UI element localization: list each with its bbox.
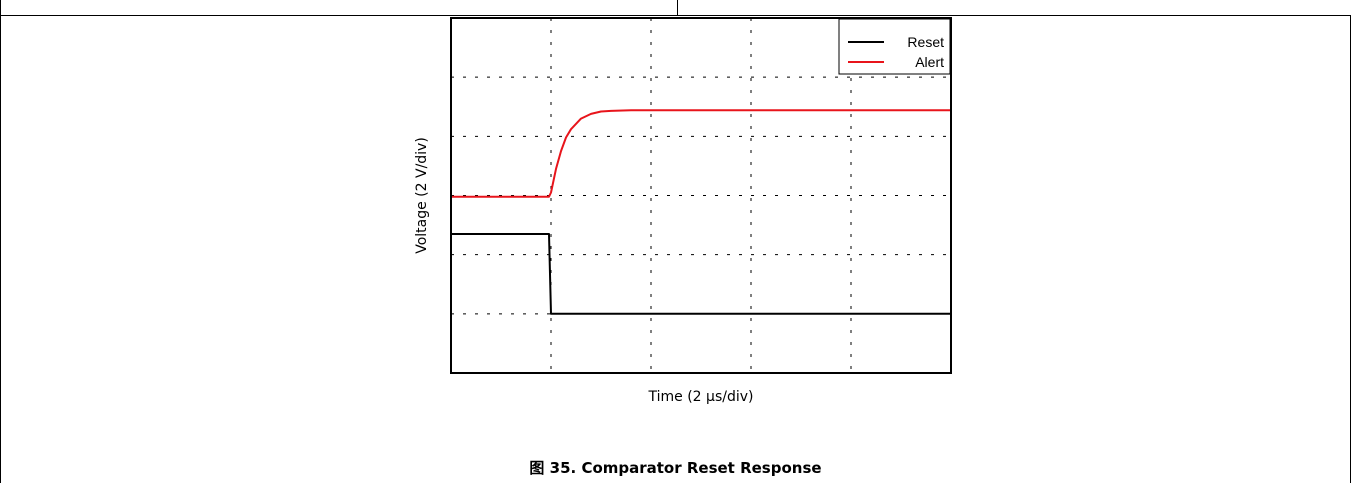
header-column-divider <box>677 0 678 16</box>
legend-box <box>838 18 951 75</box>
legend-label-reset: Reset <box>907 34 944 50</box>
series-line-alert <box>451 109 951 198</box>
page-header-rule <box>0 0 1351 16</box>
legend: Reset Alert <box>838 18 951 75</box>
plot-series <box>451 109 951 315</box>
legend-label-alert: Alert <box>915 54 944 70</box>
y-axis-label: Voltage (2 V/div) <box>414 137 430 254</box>
page-left-border <box>0 0 1 483</box>
series-line-reset <box>451 233 951 315</box>
figure-caption: 图 35. Comparator Reset Response <box>529 459 822 477</box>
plot-frame <box>450 17 952 374</box>
x-axis-label: Time (2 μs/div) <box>648 389 754 405</box>
